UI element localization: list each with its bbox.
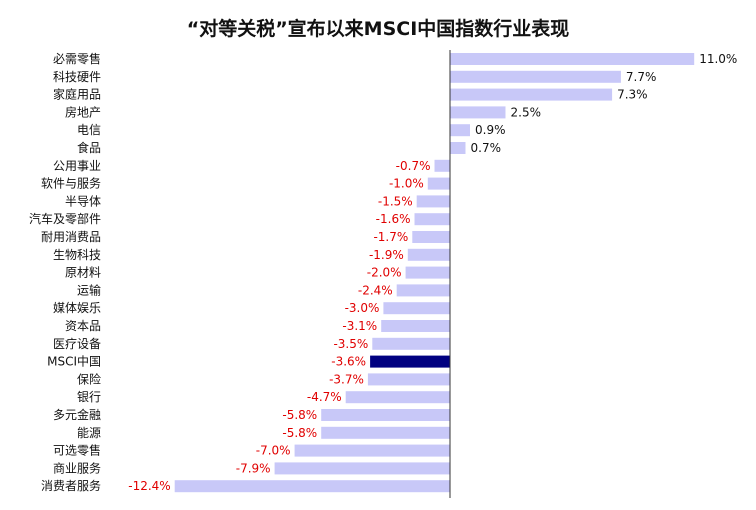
bar-23	[274, 462, 450, 475]
bar-11	[407, 248, 450, 261]
category-label: 资本品	[65, 319, 101, 333]
bar-16	[372, 337, 450, 350]
category-label: 电信	[77, 123, 101, 137]
value-label: -3.7%	[329, 372, 364, 386]
category-label: 耐用消费品	[41, 230, 101, 244]
bar-9	[414, 213, 450, 226]
chart-title: “对等关税”宣布以来MSCI中国指数行业表现	[186, 18, 570, 40]
value-label: -0.7%	[396, 159, 431, 173]
bar-18	[367, 373, 450, 386]
bar-15	[381, 320, 450, 332]
category-label: 银行	[77, 390, 101, 404]
value-label: -1.7%	[373, 230, 408, 244]
value-label: -2.4%	[358, 283, 393, 297]
category-label: 半导体	[65, 194, 101, 208]
category-label: 运输	[77, 282, 101, 297]
bar-4	[450, 124, 470, 137]
value-label: -12.4%	[128, 479, 170, 493]
value-label: -1.6%	[376, 212, 411, 226]
bar-7	[427, 177, 450, 190]
category-label: 房地产	[65, 104, 101, 119]
value-label: 2.5%	[511, 105, 542, 119]
category-label: 媒体娱乐	[53, 301, 101, 315]
bar-20	[321, 409, 450, 421]
bar-3	[450, 106, 506, 119]
category-label: 汽车及零部件	[29, 211, 101, 226]
category-label: 必需零售	[53, 51, 101, 66]
bar-0	[450, 53, 695, 65]
bar-6	[434, 159, 450, 172]
value-label: -5.8%	[282, 408, 317, 422]
category-label: 食品	[77, 140, 101, 155]
category-label: 多元金融	[53, 407, 101, 422]
bar-19	[345, 391, 450, 404]
category-label: 能源	[77, 426, 101, 440]
value-label: -3.1%	[342, 319, 377, 333]
category-label: 软件与服务	[41, 176, 101, 191]
value-label: -3.6%	[331, 355, 366, 369]
category-label: 家庭用品	[53, 87, 101, 102]
bar-24	[174, 480, 450, 493]
category-label: 医疗设备	[53, 337, 101, 351]
category-label: 生物科技	[53, 248, 101, 262]
category-label: 消费者服务	[41, 478, 101, 493]
value-label: 11.0%	[699, 52, 737, 66]
category-label: 科技硬件	[53, 70, 101, 84]
bar-14	[383, 302, 450, 315]
bar-8	[416, 195, 450, 208]
category-label: 公用事业	[53, 159, 101, 173]
bar-2	[450, 88, 613, 101]
bar-21	[321, 426, 450, 439]
value-label: -1.0%	[389, 177, 424, 191]
value-label: -1.5%	[378, 194, 413, 208]
category-label: MSCI中国	[47, 354, 101, 369]
bar-13	[396, 284, 450, 297]
category-label: 商业服务	[53, 460, 101, 475]
value-label: -7.0%	[256, 444, 291, 458]
category-label: 原材料	[65, 266, 101, 280]
value-label: 7.3%	[617, 88, 648, 102]
value-label: -1.9%	[369, 248, 404, 262]
bar-17	[370, 355, 450, 368]
value-label: -3.5%	[333, 337, 368, 351]
bar-10	[412, 231, 450, 243]
bar-12	[405, 266, 450, 279]
bar-5	[450, 142, 466, 154]
value-label: -7.9%	[236, 461, 271, 475]
bar-1	[450, 70, 621, 83]
value-label: -5.8%	[282, 426, 317, 440]
value-label: -2.0%	[367, 266, 402, 280]
value-label: -4.7%	[307, 390, 342, 404]
bar-22	[294, 444, 450, 457]
category-label: 可选零售	[53, 443, 101, 458]
category-label: 保险	[77, 371, 101, 386]
value-label: 0.7%	[471, 141, 502, 155]
value-label: -3.0%	[345, 301, 380, 315]
value-label: 0.9%	[475, 123, 506, 137]
value-label: 7.7%	[626, 70, 657, 84]
